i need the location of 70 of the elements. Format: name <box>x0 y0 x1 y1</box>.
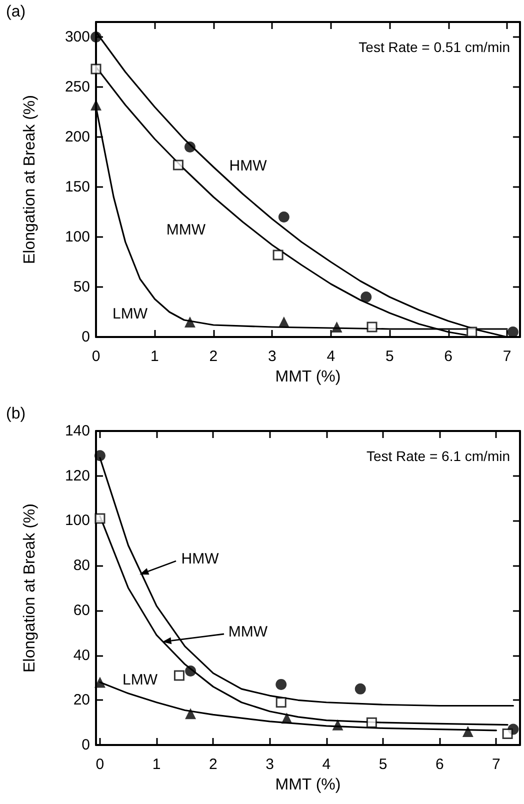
point <box>90 64 102 74</box>
y-tick-label: 40 <box>73 646 90 664</box>
point <box>466 326 478 338</box>
x-axis-title: MMT (%) <box>275 776 341 794</box>
y-tick-label: 300 <box>64 28 90 46</box>
y-tick-label: 100 <box>64 228 90 246</box>
annotation: HMW <box>181 550 220 568</box>
y-tick-label: 100 <box>64 512 90 530</box>
point <box>90 32 102 42</box>
x-tick-label: 2 <box>209 348 218 365</box>
x-tick-label: 4 <box>322 756 331 773</box>
point <box>360 292 372 302</box>
x-tick-label: 4 <box>326 348 336 365</box>
point <box>184 316 196 328</box>
x-tick-label: 7 <box>502 348 512 365</box>
y-tick-label: 0 <box>82 736 90 754</box>
point <box>174 670 184 681</box>
y-tick-label: 80 <box>73 557 90 574</box>
point <box>354 683 366 694</box>
annotation: Test Rate = 6.1 cm/min <box>366 448 510 464</box>
point <box>278 212 290 222</box>
point <box>94 676 106 688</box>
point <box>278 316 290 328</box>
annotation: LMW <box>122 672 158 688</box>
point <box>281 712 292 724</box>
x-tick-label: 5 <box>385 348 394 365</box>
y-tick-label: 250 <box>64 78 90 96</box>
point <box>184 142 196 152</box>
y-tick-label: 150 <box>64 178 90 196</box>
y-axis-title: Elongation at Break (%) <box>22 504 38 672</box>
point <box>332 719 344 730</box>
y-tick-label: 120 <box>64 467 90 484</box>
point <box>502 728 513 740</box>
x-tick-label: 5 <box>378 756 388 773</box>
y-tick-label: 140 <box>64 422 90 440</box>
y-tick-label: 0 <box>82 328 90 346</box>
point <box>276 678 287 690</box>
chart-title: (a) <box>6 4 26 20</box>
point <box>94 513 106 524</box>
annotation: Test Rate = 0.51 cm/min <box>358 39 510 55</box>
annotation: MMW <box>166 222 206 238</box>
chart-title: (b) <box>6 406 26 422</box>
x-tick-label: 6 <box>435 756 444 773</box>
x-tick-label: 3 <box>268 348 276 365</box>
point <box>366 322 378 332</box>
x-tick-label: 6 <box>444 348 453 365</box>
point <box>331 322 342 332</box>
x-tick-label: 3 <box>266 756 274 773</box>
point <box>272 250 284 260</box>
annotation: MMW <box>228 624 268 640</box>
point <box>462 726 474 738</box>
point <box>366 717 377 728</box>
y-tick-label: 20 <box>73 692 90 709</box>
x-tick-label: 1 <box>150 348 159 365</box>
point <box>94 450 106 462</box>
x-tick-label: 0 <box>96 756 104 773</box>
y-tick-label: 50 <box>73 278 90 296</box>
y-tick-label: 60 <box>73 602 90 619</box>
y-axis-title: Elongation at Break (%) <box>22 95 38 264</box>
x-axis-title: MMT (%) <box>275 368 341 386</box>
x-tick-label: 7 <box>492 756 500 773</box>
point <box>185 708 196 720</box>
annotation: HMW <box>229 158 268 174</box>
point <box>276 697 286 708</box>
point <box>172 160 184 170</box>
point <box>185 665 196 676</box>
y-tick-label: 200 <box>64 128 90 146</box>
x-tick-label: 1 <box>152 756 161 773</box>
x-tick-label: 2 <box>209 756 218 773</box>
annotation: LMW <box>112 306 148 322</box>
